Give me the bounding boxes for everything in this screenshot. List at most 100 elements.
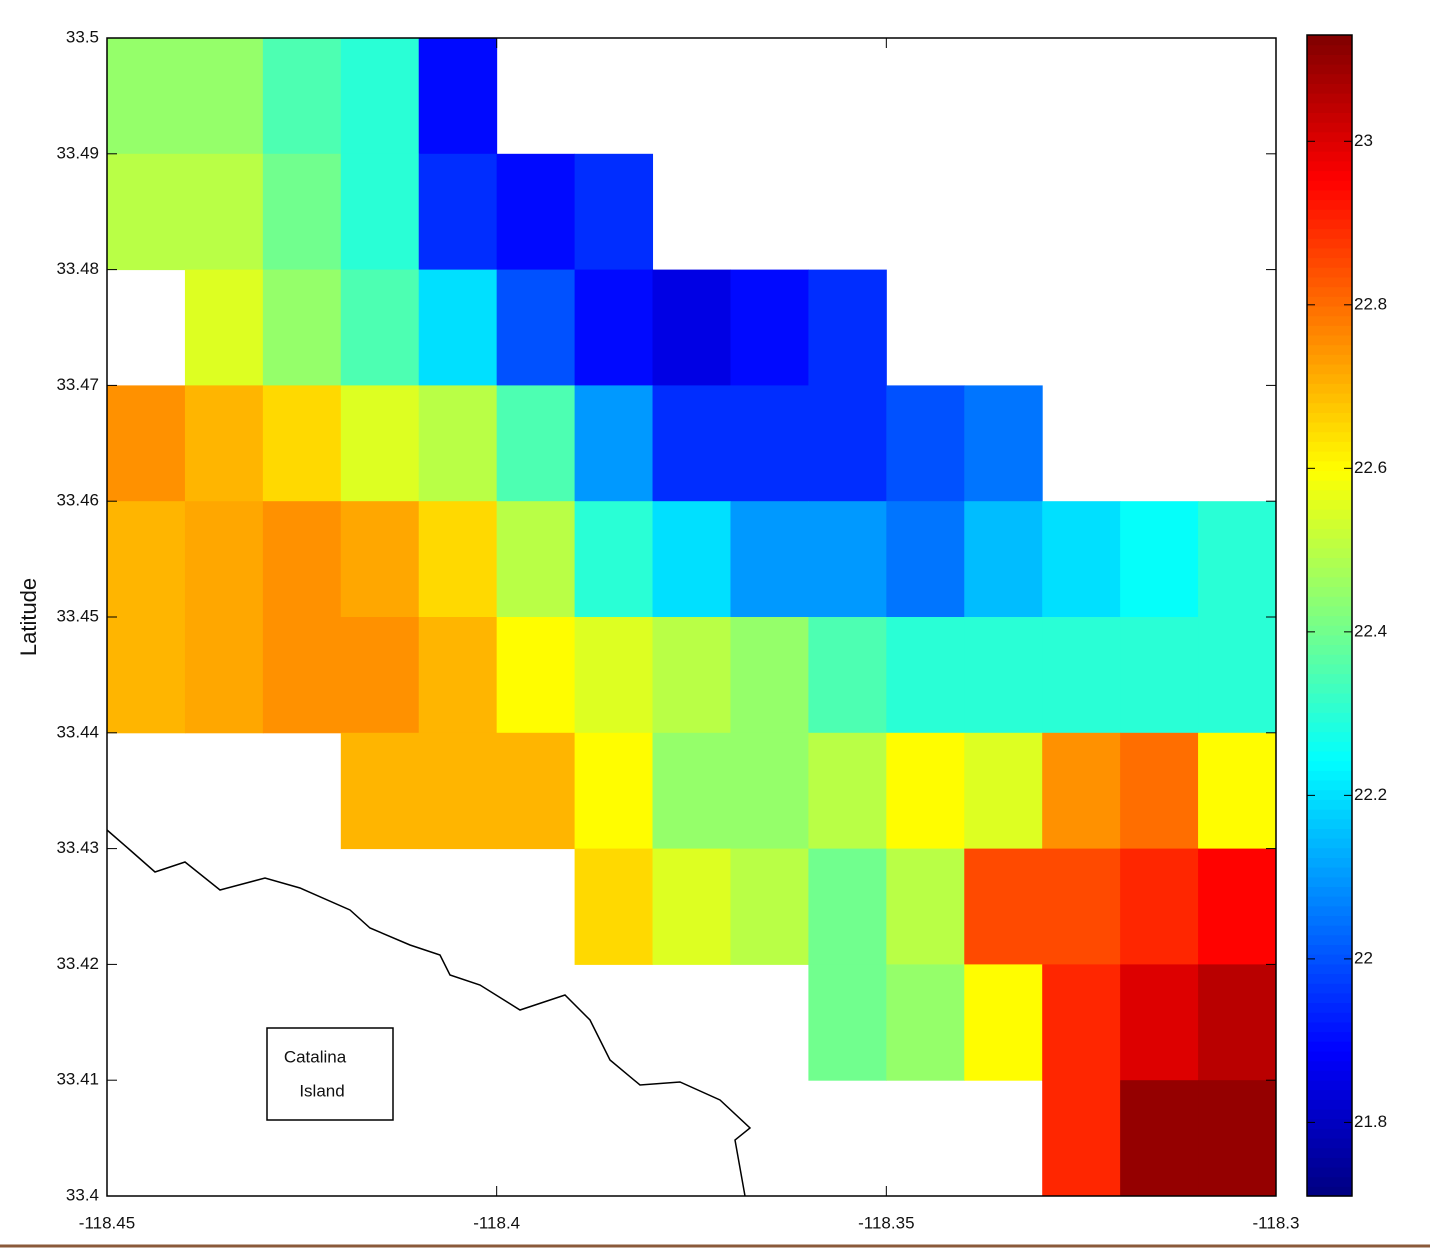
heatmap-cell — [418, 153, 498, 271]
colorbar-swatch — [1307, 1108, 1352, 1120]
colorbar-swatch — [1307, 344, 1352, 355]
colorbar-swatch — [1307, 286, 1352, 297]
colorbar-swatch — [1307, 673, 1352, 684]
colorbar-swatch — [1307, 547, 1352, 559]
colorbar-swatch — [1307, 596, 1352, 607]
heatmap-cell — [730, 501, 809, 618]
colorbar-swatch — [1307, 189, 1352, 201]
colorbar-swatch — [1307, 712, 1352, 723]
colorbar-swatch — [1307, 1012, 1352, 1023]
colorbar-swatch — [1307, 1031, 1352, 1042]
colorbar-swatch — [1307, 1186, 1352, 1197]
heatmap-cell — [340, 153, 420, 271]
heatmap-cell — [808, 269, 887, 386]
colorbar-swatch — [1307, 102, 1352, 113]
colorbar-swatch — [1307, 305, 1352, 317]
colorbar-swatch — [1307, 838, 1352, 849]
colorbar-swatch — [1307, 1176, 1352, 1187]
heatmap-cell — [262, 501, 342, 618]
colorbar-swatch — [1307, 1050, 1352, 1062]
x-tick-label: -118.3 — [1253, 1213, 1300, 1232]
heatmap — [107, 38, 1277, 1197]
colorbar-swatch — [1307, 228, 1352, 239]
annotation-text: Island — [299, 1081, 344, 1100]
colorbar-tick-label: 22.4 — [1354, 621, 1387, 640]
x-tick-label: -118.35 — [858, 1213, 914, 1232]
heatmap-cell — [262, 153, 342, 271]
heatmap-cell — [1120, 1080, 1199, 1197]
colorbar-swatch — [1307, 209, 1352, 220]
colorbar-swatch — [1307, 354, 1352, 365]
heatmap-cell — [496, 617, 576, 734]
heatmap-cell — [574, 501, 654, 618]
colorbar-swatch — [1307, 615, 1352, 626]
heatmap-cell — [262, 617, 342, 734]
colorbar-swatch — [1307, 218, 1352, 230]
heatmap-cell — [496, 269, 576, 386]
y-tick-label: 33.5 — [66, 27, 99, 46]
colorbar-swatch — [1307, 867, 1352, 878]
colorbar-swatch — [1307, 992, 1352, 1004]
heatmap-cell — [1198, 848, 1277, 965]
colorbar-tick-label: 22.8 — [1354, 294, 1387, 313]
colorbar-swatch — [1307, 276, 1352, 288]
colorbar-swatch — [1307, 170, 1352, 181]
heatmap-cell — [964, 501, 1043, 618]
colorbar-swatch — [1307, 567, 1352, 578]
colorbar-swatch — [1307, 799, 1352, 810]
heatmap-cell — [808, 501, 887, 618]
colorbar-swatch — [1307, 944, 1352, 955]
colorbar-swatch — [1307, 760, 1352, 771]
colorbar-swatch — [1307, 296, 1352, 307]
colorbar-swatch — [1307, 199, 1352, 210]
heatmap-cell — [808, 964, 887, 1081]
heatmap-cell — [1198, 617, 1277, 734]
colorbar-swatch — [1307, 180, 1352, 191]
heatmap-cell — [107, 153, 186, 271]
heatmap-cell — [652, 732, 731, 850]
colorbar-swatch — [1307, 644, 1352, 655]
heatmap-cell — [652, 385, 731, 502]
heatmap-cell — [574, 269, 654, 386]
colorbar-swatch — [1307, 131, 1352, 143]
colorbar-swatch — [1307, 576, 1352, 588]
colorbar-swatch — [1307, 499, 1352, 510]
colorbar-swatch — [1307, 451, 1352, 462]
colorbar-swatch — [1307, 1060, 1352, 1071]
colorbar-swatch — [1307, 509, 1352, 520]
colorbar-swatch — [1307, 1147, 1352, 1158]
heatmap-cell — [418, 385, 498, 502]
heatmap-cell — [262, 269, 342, 386]
heatmap-cell — [1198, 501, 1277, 618]
colorbar-swatch — [1307, 412, 1352, 423]
colorbar-swatch — [1307, 634, 1352, 646]
y-tick-label: 33.41 — [56, 1070, 99, 1089]
y-tick-label: 33.46 — [56, 491, 99, 510]
heatmap-cell — [496, 385, 576, 502]
heatmap-cell — [808, 617, 887, 734]
heatmap-cell — [340, 269, 420, 386]
heatmap-cell — [1042, 1080, 1121, 1197]
heatmap-cell — [340, 501, 420, 618]
colorbar-swatch — [1307, 35, 1352, 46]
heatmap-cell — [184, 153, 264, 271]
heatmap-cell — [418, 269, 498, 386]
heatmap-cell — [964, 964, 1043, 1081]
colorbar-swatch — [1307, 1041, 1352, 1052]
colorbar-swatch — [1307, 489, 1352, 500]
colorbar-swatch — [1307, 480, 1352, 491]
colorbar-swatch — [1307, 963, 1352, 975]
colorbar-swatch — [1307, 925, 1352, 936]
heatmap-cell — [107, 385, 186, 502]
y-tick-label: 33.48 — [56, 259, 99, 278]
x-tick-label: -118.4 — [473, 1213, 520, 1232]
colorbar-swatch — [1307, 983, 1352, 994]
colorbar-swatch — [1307, 247, 1352, 259]
heatmap-cell — [496, 153, 576, 271]
heatmap-cell — [1120, 964, 1199, 1081]
colorbar-swatch — [1307, 683, 1352, 694]
heatmap-cell — [808, 732, 887, 850]
heatmap-cell — [418, 501, 498, 618]
heatmap-cell — [886, 501, 965, 618]
